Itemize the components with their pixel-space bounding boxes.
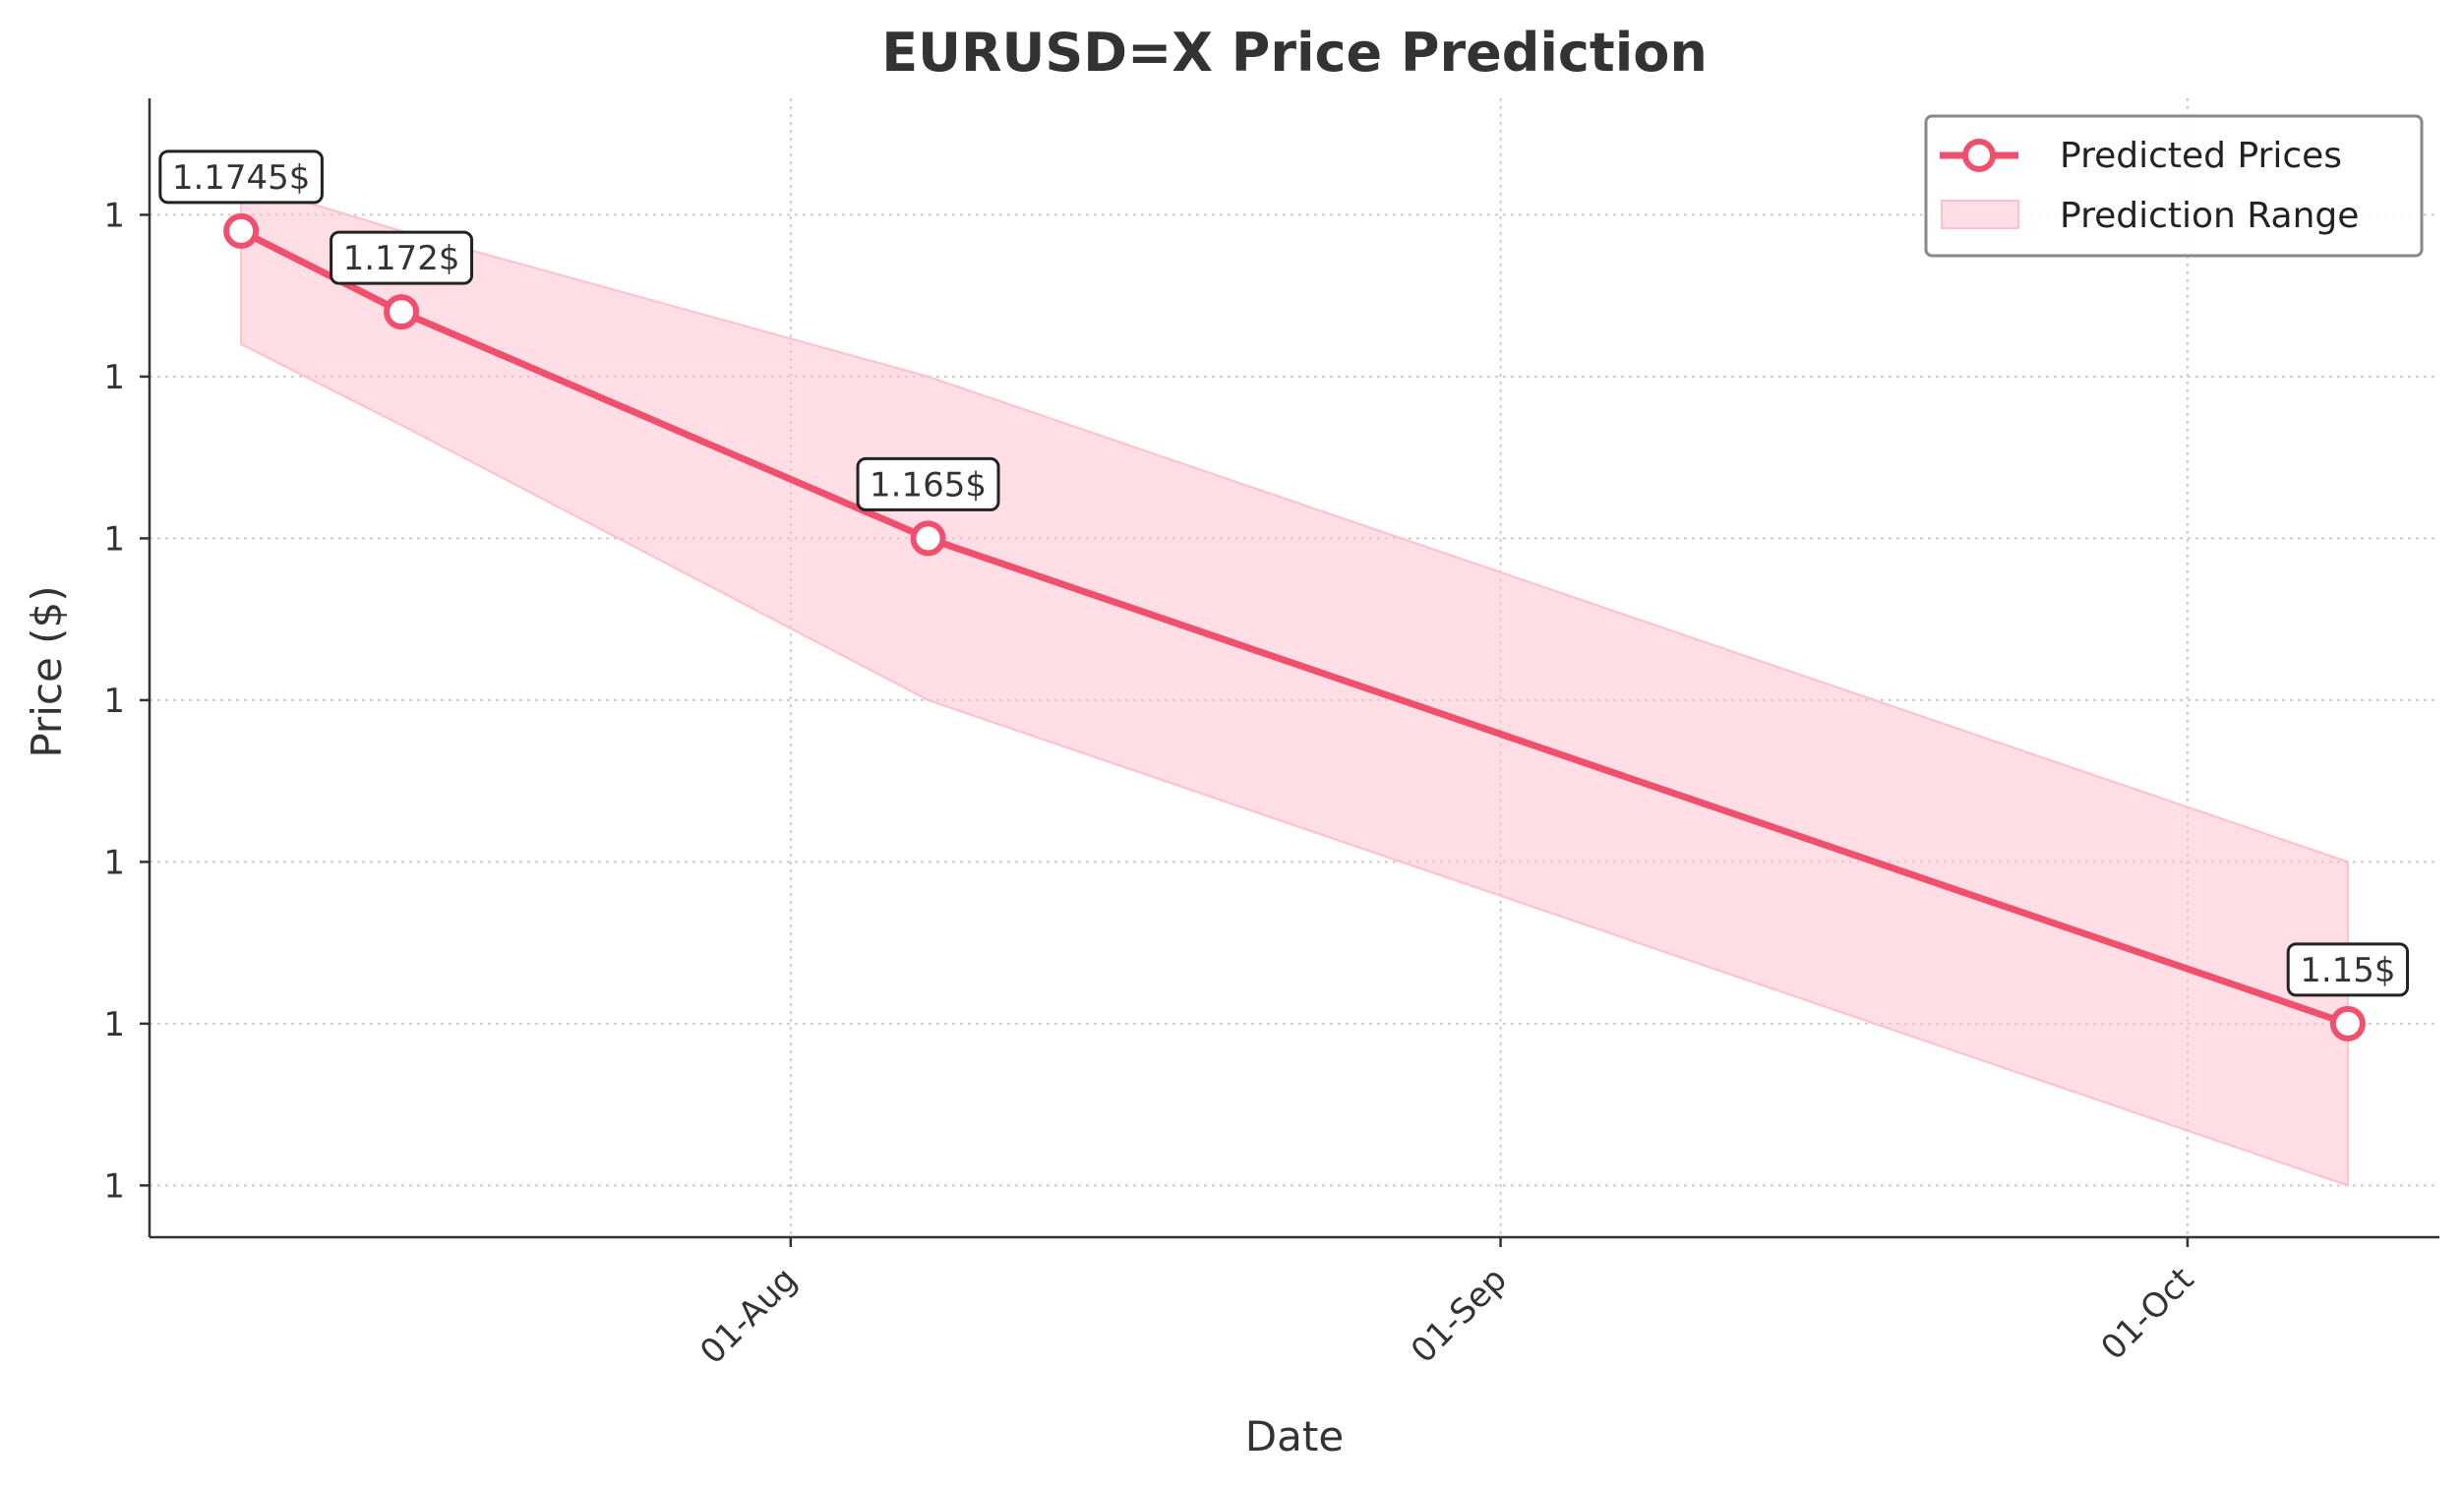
prediction-range-band xyxy=(240,181,2349,1187)
data-label-text: 1.172$ xyxy=(343,239,460,278)
legend: Predicted Prices Prediction Range xyxy=(1924,114,2424,258)
y-tick-label: 1 xyxy=(103,682,125,721)
legend-marker-swatch xyxy=(1962,139,1996,172)
annotations: 1.1745$ 1.172$ 1.165$ 1.15$ xyxy=(158,149,2410,997)
data-point xyxy=(384,294,420,330)
data-label-box xyxy=(2286,942,2410,997)
data-label-box xyxy=(158,149,324,205)
y-tick-label: 1 xyxy=(103,1166,125,1206)
data-label-box xyxy=(856,456,1000,511)
data-label: 1.15$ xyxy=(2286,942,2410,997)
data-label-box xyxy=(330,230,474,285)
data-point xyxy=(2329,1005,2366,1042)
data-label-text: 1.1745$ xyxy=(172,158,311,198)
data-label-text: 1.15$ xyxy=(2300,951,2395,990)
data-label: 1.172$ xyxy=(330,230,474,285)
y-ticks: 1 1 1 1 1 1 1 xyxy=(103,196,150,1206)
y-tick-label: 1 xyxy=(103,358,125,397)
legend-area-swatch xyxy=(1941,200,2019,229)
x-tick-label: 01-Aug xyxy=(692,1260,805,1372)
predicted-prices-line xyxy=(239,227,2350,1028)
x-axis-label: Date xyxy=(1245,1412,1344,1460)
predicted-prices-polyline xyxy=(239,227,2350,1028)
data-points xyxy=(223,212,2366,1042)
data-label-text: 1.165$ xyxy=(870,465,987,505)
axes xyxy=(148,98,2439,1239)
chart-title: EURUSD=X Price Prediction xyxy=(881,22,1708,84)
legend-frame xyxy=(1924,114,2424,258)
data-label: 1.1745$ xyxy=(158,149,324,205)
data-label: 1.165$ xyxy=(856,456,1000,511)
y-tick-label: 1 xyxy=(103,843,125,882)
data-point xyxy=(223,212,260,249)
legend-label-predicted: Predicted Prices xyxy=(2060,136,2342,176)
y-tick-label: 1 xyxy=(103,196,125,235)
legend-label-range: Prediction Range xyxy=(2060,196,2359,236)
y-tick-label: 1 xyxy=(103,519,125,559)
y-axis-label: Price ($) xyxy=(23,585,71,757)
prediction-range-area xyxy=(240,181,2349,1187)
x-ticks: 01-Aug 01-Sep 01-Oct xyxy=(692,1237,2201,1372)
x-tick-label: 01-Sep xyxy=(1404,1260,1515,1371)
x-tick-label: 01-Oct xyxy=(2093,1260,2201,1368)
y-tick-label: 1 xyxy=(103,1005,125,1044)
data-point xyxy=(910,520,946,557)
